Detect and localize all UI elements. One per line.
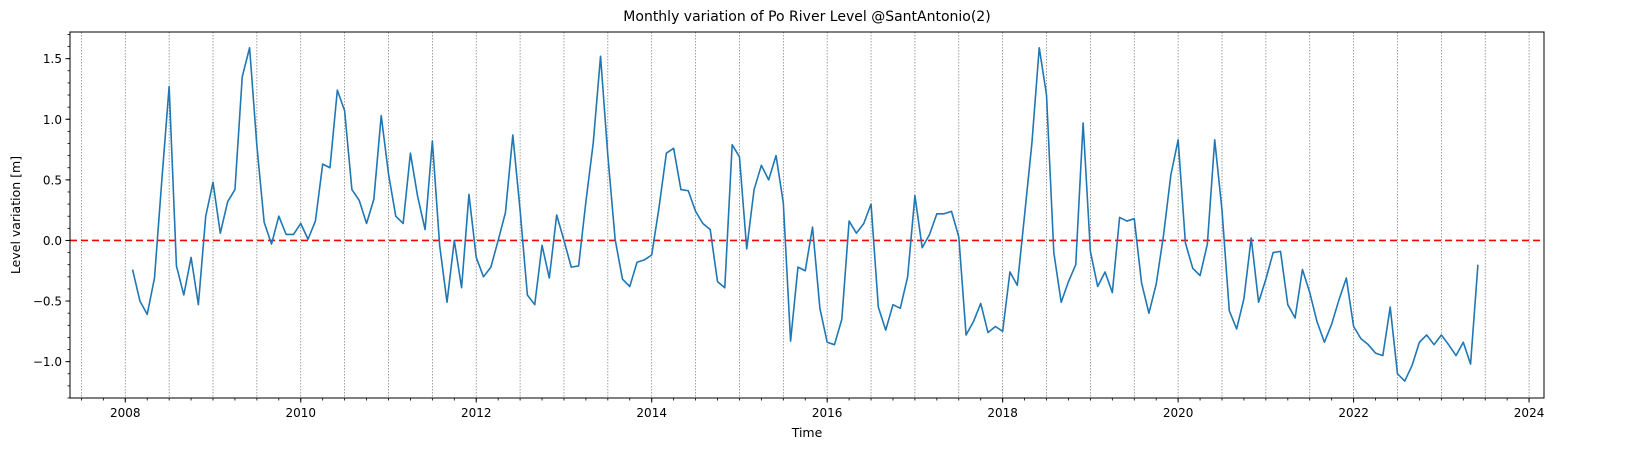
x-tick-label: 2022: [1338, 406, 1369, 420]
y-tick-label: 0.0: [43, 234, 62, 248]
x-tick-label: 2024: [1514, 406, 1545, 420]
vertical-gridlines: [81, 32, 1530, 398]
x-tick-label: 2016: [812, 406, 843, 420]
chart-title: Monthly variation of Po River Level @San…: [623, 9, 990, 25]
y-tick-label: 1.0: [43, 113, 62, 127]
y-tick-label: −1.0: [33, 355, 62, 369]
y-tick-label: −0.5: [33, 295, 62, 309]
x-axis-ticks: 2008 2010 2012 2014 2016 2018 2020 2022 2024: [81, 398, 1544, 420]
x-tick-label: 2018: [987, 406, 1018, 420]
x-tick-label: 2008: [110, 406, 141, 420]
x-tick-label: 2014: [636, 406, 667, 420]
y-tick-label: 1.5: [43, 52, 62, 66]
x-tick-label: 2012: [461, 406, 492, 420]
x-axis-label: Time: [791, 425, 823, 440]
series-group: [131, 46, 1479, 382]
x-tick-label: 2010: [285, 406, 316, 420]
series-line: [131, 46, 1479, 382]
x-tick-label: 2020: [1163, 406, 1194, 420]
y-axis-ticks: −1.0 −0.5 0.0 0.5 1.0 1.5: [33, 34, 70, 399]
y-tick-label: 0.5: [43, 173, 62, 187]
plot-frame: [69, 31, 1545, 399]
y-axis-label: Level variation [m]: [8, 156, 23, 274]
